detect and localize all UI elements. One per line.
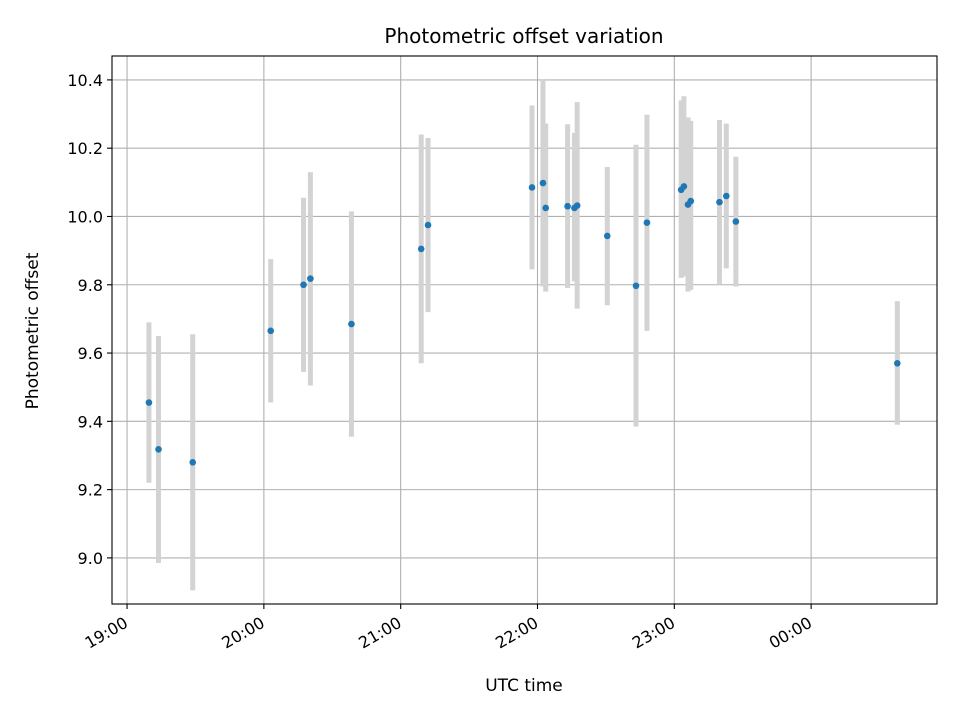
y-tick-label: 9.0 xyxy=(78,549,103,568)
data-point xyxy=(894,359,901,367)
data-point xyxy=(716,198,723,206)
grid-layer xyxy=(112,56,937,604)
data-point xyxy=(564,202,571,210)
y-tick-label: 9.6 xyxy=(78,344,103,363)
data-point xyxy=(643,219,651,226)
data-point xyxy=(189,459,197,466)
chart-title: Photometric offset variation xyxy=(384,24,663,48)
x-axis-title: UTC time xyxy=(485,676,563,696)
y-axis-title: Photometric offset xyxy=(23,252,43,409)
point-layer xyxy=(145,179,901,466)
data-point xyxy=(348,320,355,328)
data-point xyxy=(145,399,153,406)
data-point xyxy=(573,202,581,209)
plot-frame xyxy=(111,55,938,605)
data-point xyxy=(632,282,640,290)
y-tick-label: 9.8 xyxy=(78,276,103,295)
data-point xyxy=(680,183,688,190)
data-point xyxy=(267,327,275,335)
y-tick-label: 10.4 xyxy=(67,71,103,90)
data-point xyxy=(417,245,425,253)
y-tick-label: 9.4 xyxy=(78,412,103,431)
data-point xyxy=(542,204,550,212)
data-point xyxy=(603,232,611,240)
y-tick-label: 10.2 xyxy=(67,139,103,158)
data-point xyxy=(307,275,314,282)
data-point xyxy=(424,221,432,229)
data-point xyxy=(528,184,536,191)
data-point xyxy=(300,281,307,289)
data-point xyxy=(155,446,162,453)
y-tick-label: 10.0 xyxy=(67,207,103,226)
data-point xyxy=(539,179,547,187)
data-point xyxy=(732,218,740,225)
data-point xyxy=(687,197,695,205)
y-tick-label: 9.2 xyxy=(78,481,103,500)
data-point xyxy=(723,192,730,200)
